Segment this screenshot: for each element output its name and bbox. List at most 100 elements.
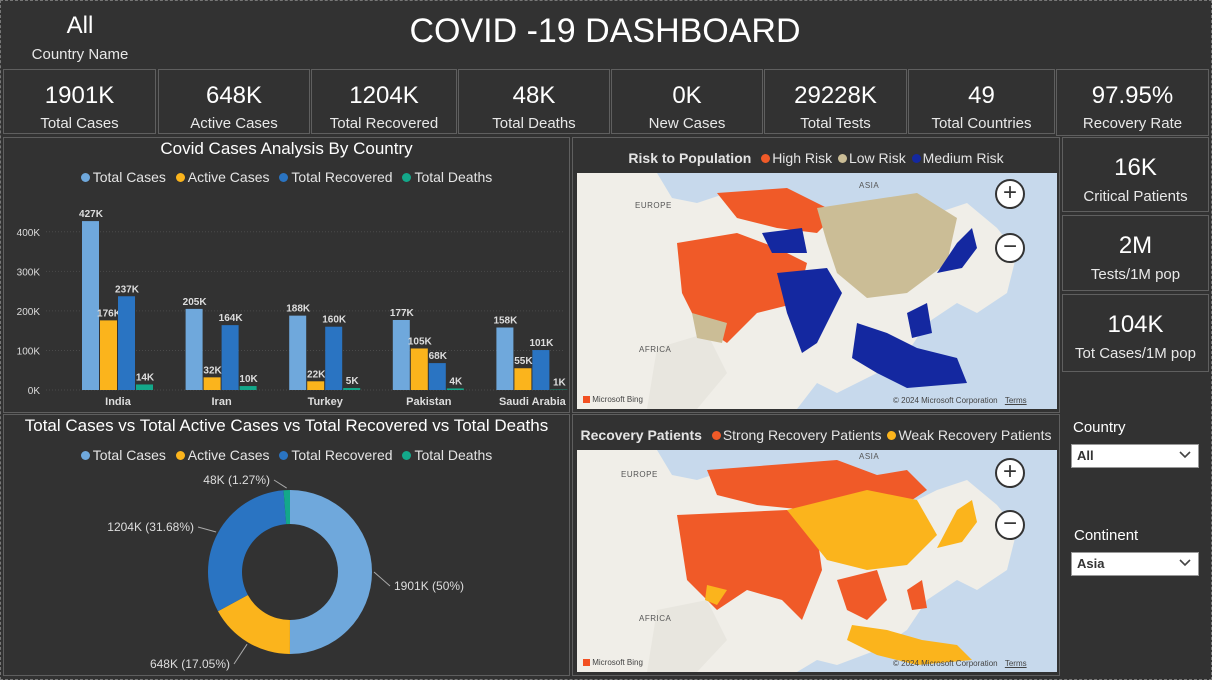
kpi-value: 49 [968,82,995,109]
kpi-new-cases: 0K New Cases [611,69,763,134]
bar-total-cases[interactable] [82,221,99,390]
legend-dot [175,173,185,182]
china-region [787,490,937,570]
bar-total-recovered[interactable] [118,296,135,390]
indonesia-region [847,625,972,665]
legend-high-risk[interactable]: High Risk [755,150,832,166]
x-tick-label: Iran [212,396,232,408]
kpi-value: 0K [672,82,702,109]
slice-total-cases[interactable] [289,490,373,654]
x-tick-label: Turkey [308,396,344,408]
map-label-europe: EUROPE [635,201,672,210]
country-label: Country Name [31,46,129,63]
bar-total-cases[interactable] [185,308,203,390]
legend-total-cases[interactable]: Total Cases [80,447,166,463]
zoom-out-button[interactable]: − [995,233,1025,263]
bar-total-recovered[interactable] [325,326,343,390]
x-tick-label: Saudi Arabia [499,396,567,408]
country-filter-display: All Country Name [0,0,160,68]
country-value: All [66,12,94,39]
data-label: 5K [346,376,360,387]
legend-total-recovered[interactable]: Total Recovered [279,447,393,463]
slice-total-recovered[interactable] [207,490,287,612]
risk-legend-title: Risk to Population [628,150,752,166]
bar-active-cases[interactable] [100,320,117,390]
bar-total-recovered[interactable] [428,363,446,390]
legend-total-recovered[interactable]: Total Recovered [279,169,393,185]
bar-total-deaths[interactable] [136,384,153,390]
risk-map-legend: Risk to Population High Risk Low Risk Me… [573,150,1059,166]
kpi-value: 104K [1107,311,1164,338]
recovery-map[interactable]: ASIA EUROPE AFRICA + − Microsoft Bing © … [577,450,1057,672]
bar-total-recovered[interactable] [221,325,239,390]
africa-land [647,333,727,409]
kpi-total-tests: 29228K Total Tests [764,69,907,134]
chevron-down-icon [1179,559,1191,567]
legend-weak-recovery[interactable]: Weak Recovery Patients [885,427,1051,443]
bar-active-cases[interactable] [514,368,532,390]
kpi-value: 2M [1118,232,1153,259]
country-slicer-dropdown[interactable]: All [1071,444,1199,468]
bar-total-cases[interactable] [496,327,514,390]
bar-total-cases[interactable] [392,319,410,390]
bar-active-cases[interactable] [307,381,325,390]
legend-total-deaths[interactable]: Total Deaths [402,447,492,463]
kpi-recovery-rate: 97.95% Recovery Rate [1056,69,1209,136]
bing-label: Microsoft Bing [592,395,643,404]
kpi-total-deaths: 48K Total Deaths [458,69,610,134]
bar-total-cases[interactable] [289,315,307,390]
risk-map-shapes [577,173,1017,409]
legend-label: Active Cases [187,447,270,463]
donut-chart-title: Total Cases vs Total Active Cases vs Tot… [24,416,549,435]
legend-active-cases[interactable]: Active Cases [175,447,270,463]
bar-active-cases[interactable] [203,377,221,390]
recovery-map-panel: Recovery Patients Strong Recovery Patien… [572,414,1060,676]
legend-active-cases[interactable]: Active Cases [175,169,269,185]
legend-dot [279,451,289,460]
map-label-europe: EUROPE [621,470,658,479]
legend-total-cases[interactable]: Total Cases [80,169,166,185]
data-label: 14K [136,372,155,383]
country-slicer-label: Country [1073,419,1126,436]
terms-link[interactable]: Terms [1004,396,1027,405]
bar-chart-legend: Total Cases Active Cases Total Recovered… [4,169,569,185]
zoom-in-button[interactable]: + [995,458,1025,488]
bar-total-recovered[interactable] [532,350,550,390]
data-label: 176K [97,308,122,319]
x-tick-label: India [105,396,132,408]
donut-chart-panel: Total Cases vs Total Active Cases vs Tot… [3,414,570,676]
kpi-value: 29228K [794,82,877,109]
terms-link[interactable]: Terms [1004,659,1027,668]
data-label: 22K [307,369,326,380]
slice-total-deaths[interactable] [283,490,290,525]
risk-map[interactable]: ASIA EUROPE AFRICA + − Microsoft Bing © … [577,173,1057,409]
japan-region [937,500,977,548]
africa-land [647,600,727,672]
bing-logo: Microsoft Bing [583,658,643,667]
bar-total-deaths[interactable] [343,388,361,390]
legend-medium-risk[interactable]: Medium Risk [910,150,1004,166]
slice-label: 48K (1.27%) [203,473,270,487]
zoom-out-button[interactable]: − [995,510,1025,540]
bar-total-deaths[interactable] [446,388,464,390]
y-tick-label: 0K [28,386,41,397]
zoom-in-button[interactable]: + [995,179,1025,209]
data-label: 160K [322,315,347,326]
bar-total-deaths[interactable] [239,386,257,390]
slice-active-cases[interactable] [217,594,290,654]
kpi-value: 16K [1114,154,1157,181]
legend-dot [279,173,289,182]
y-tick-label: 200K [17,307,41,318]
bar-active-cases[interactable] [410,348,428,390]
kpi-label: Total Countries [931,115,1032,132]
bar-chart-title: Covid Cases Analysis By Country [160,139,413,158]
legend-label: Total Recovered [291,169,393,185]
legend-total-deaths[interactable]: Total Deaths [402,169,492,185]
legend-strong-recovery[interactable]: Strong Recovery Patients [706,427,882,443]
bing-logo: Microsoft Bing [583,395,643,404]
legend-low-risk[interactable]: Low Risk [836,150,906,166]
continent-slicer-dropdown[interactable]: Asia [1071,552,1199,576]
kpi-label: Active Cases [190,115,278,132]
donut-chart-legend: Total Cases Active Cases Total Recovered… [4,447,569,463]
central-asia-region [762,228,807,253]
